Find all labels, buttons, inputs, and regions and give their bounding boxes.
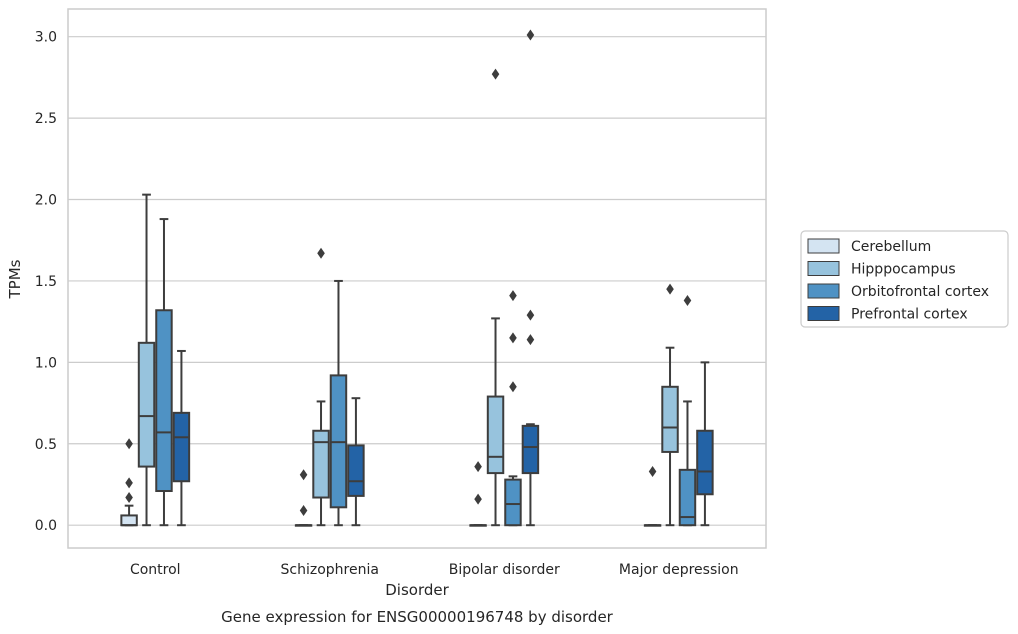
box-group [521,29,540,527]
box [137,341,156,468]
box-group [504,290,522,527]
legend: Cerebellum Hipppocampus Orbitofrontal cort… [800,230,1009,328]
outlier-marker [299,505,308,517]
box [678,468,697,527]
y-tick-label: 0.0 [35,518,57,534]
outlier-marker [474,461,482,473]
outlier-marker [509,290,517,302]
y-tick-label: 2.5 [35,111,57,127]
box-group [329,279,348,527]
box [347,444,365,497]
legend-label: Orbitofrontal cortex [851,284,989,300]
outlier-marker [317,247,325,259]
y-tick-label: 1.0 [35,355,57,371]
box-group [155,218,173,527]
box [486,395,505,475]
outlier-marker [474,493,482,505]
box-groups [120,29,714,527]
box-group [643,465,662,527]
outlier-marker [526,29,535,41]
x-tick-label: Control [130,562,181,578]
outlier-marker [526,309,535,321]
outlier-marker [509,332,517,344]
box [155,309,173,493]
y-tick-labels: 0.0 0.5 1.0 1.5 2.0 2.5 3.0 [35,30,57,535]
y-tick-label: 2.0 [35,193,57,209]
plot-area-frame [67,8,767,549]
box [312,429,330,499]
box-group [678,294,697,527]
legend-swatch [807,238,840,254]
box [172,411,191,483]
legend-swatch [807,306,840,321]
y-tick-label: 3.0 [35,30,57,46]
legend-label: Prefrontal cortex [851,307,968,323]
legend-label: Hipppocampus [851,262,956,278]
outlier-marker [125,492,133,504]
outlier-marker [683,294,692,306]
y-tick-label: 1.5 [35,274,57,290]
x-tick-label: Major depression [619,562,739,578]
box-group [312,247,330,527]
x-tick-label: Bipolar disorder [449,562,560,578]
box-group [486,68,505,527]
outlier-marker [125,438,133,450]
outlier-marker [509,381,517,393]
box-group [137,193,156,527]
outlier-marker [491,68,500,80]
box-group [469,461,487,527]
x-axis-label: Disorder [385,581,449,599]
box [504,478,522,527]
box [120,514,138,527]
legend-frame [800,230,1009,328]
x-tick-labels: Control Schizophrenia Bipolar disorder Majo… [130,562,739,578]
outlier-marker [666,283,674,295]
outlier-marker [648,465,657,477]
box-group [172,349,191,527]
box-group [696,361,714,527]
outlier-marker [299,469,308,481]
box-group [661,283,679,527]
outlier-marker [526,334,535,346]
box-group [120,438,138,527]
box-group [294,469,313,527]
box [661,385,679,453]
legend-swatch [807,261,840,276]
chart-caption: Gene expression for ENSG00000196748 by d… [221,608,614,626]
box [521,424,540,475]
outlier-marker [125,477,133,489]
x-tick-label: Schizophrenia [281,562,379,578]
y-axis-label: TPMs [6,259,24,299]
y-tick-label: 0.5 [35,437,57,453]
box-group [347,397,365,527]
legend-label: Cerebellum [851,239,931,255]
box [696,429,714,496]
legend-swatch [807,283,840,299]
